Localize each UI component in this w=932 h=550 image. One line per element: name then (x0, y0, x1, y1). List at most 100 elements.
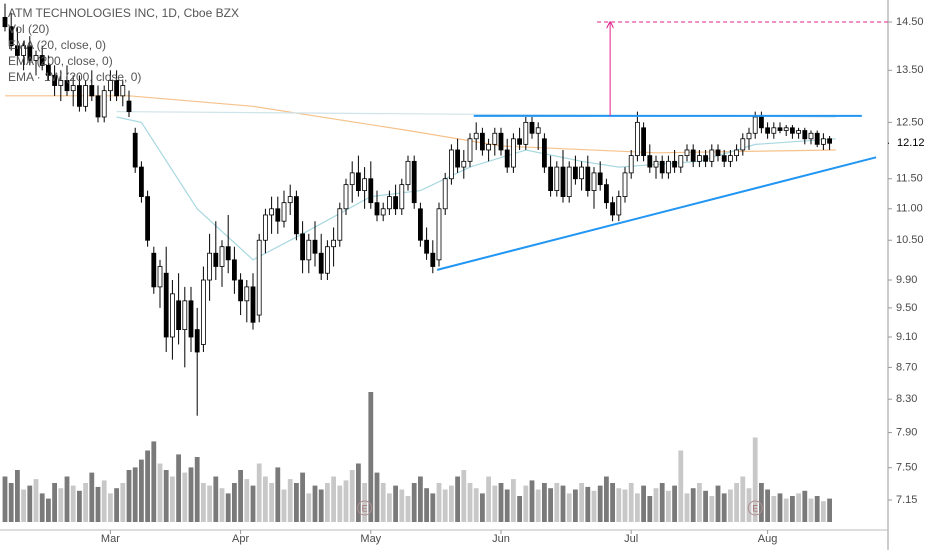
candle-body (504, 149, 510, 168)
volume-bar (666, 490, 671, 522)
volume-bar (523, 485, 529, 522)
candle-body (486, 143, 492, 151)
volume-bar (715, 485, 721, 522)
volume-bar (2, 476, 8, 522)
volume-bar (728, 489, 733, 522)
candle-body (355, 172, 361, 191)
candle-body (250, 286, 256, 323)
volume-bar (306, 493, 312, 522)
y-tick-label: 13.50 (896, 64, 924, 76)
volume-bar (492, 485, 498, 522)
candle-body (529, 121, 535, 134)
candle-body (287, 196, 293, 204)
volume-bar (238, 470, 243, 522)
candle-body (374, 202, 380, 216)
candle-body (200, 279, 206, 345)
volume-bar (182, 472, 188, 522)
volume-bar (300, 472, 305, 522)
volume-bar (101, 480, 107, 522)
candle-body (690, 149, 696, 162)
candle-body (498, 132, 504, 151)
candle-body (145, 196, 151, 241)
candle-body (790, 127, 795, 134)
candle-body (479, 132, 485, 151)
candle-body (579, 166, 584, 180)
candle-body (244, 286, 250, 302)
volume-bar (399, 489, 405, 522)
volume-bar (573, 489, 578, 522)
volume-bar (436, 483, 442, 522)
volume-bar (27, 485, 33, 522)
volume-bar (455, 476, 460, 522)
volume-bar (752, 437, 758, 522)
candle-body (610, 202, 615, 216)
candle-body (27, 45, 33, 61)
volume-bar (635, 493, 640, 522)
volume-bar (821, 501, 826, 522)
candle-body (709, 149, 715, 162)
volume-bar (783, 498, 789, 522)
candle-body (188, 300, 194, 338)
candle-body (8, 26, 14, 47)
candle-body (399, 184, 405, 210)
legend: ATM TECHNOLOGIES INC, 1D, Cboe BZX Vol (2… (8, 6, 239, 84)
volume-bar (362, 483, 367, 522)
candle-body (535, 127, 541, 134)
candle-body (604, 184, 609, 204)
candle-body (318, 252, 324, 274)
legend-entry: ATM TECHNOLOGIES INC, 1D, Cboe BZX (8, 6, 239, 20)
volume-bar (325, 483, 330, 522)
candle-body (827, 138, 832, 144)
candle-body (783, 127, 789, 131)
earnings-label: E (752, 503, 758, 513)
candle-body (442, 178, 448, 210)
candle-body (275, 208, 281, 222)
candle-body (821, 138, 826, 145)
candle-body (728, 155, 733, 162)
volume-bar (380, 483, 386, 522)
volume-bar (89, 472, 95, 522)
candle-body (566, 166, 572, 198)
candle-body (306, 239, 312, 261)
volume-bar (256, 463, 262, 522)
candle-body (331, 239, 337, 248)
candle-body (666, 160, 671, 174)
volume-bar (8, 483, 14, 522)
candle-body (213, 252, 219, 267)
volume-bar (331, 476, 336, 522)
candle-body (796, 130, 801, 134)
candle-body (473, 132, 479, 140)
volume-bar (46, 498, 51, 522)
volume-bar (771, 496, 777, 522)
volume-bar (64, 476, 70, 522)
volume-bar (139, 459, 144, 522)
candle-body (293, 196, 299, 235)
candle-body (672, 160, 677, 168)
candle-body (132, 132, 138, 168)
candle-body (771, 127, 777, 134)
volume-bar (765, 489, 770, 522)
volume-bar (449, 485, 454, 522)
volume-bar (604, 476, 609, 522)
candle-body (802, 130, 808, 140)
earnings-marker (357, 500, 373, 516)
volume-bar (244, 479, 250, 522)
candle-body (300, 233, 306, 261)
candle-body (231, 259, 237, 281)
volume-bar (703, 490, 708, 522)
volume-bar (473, 488, 479, 522)
candle-body (597, 172, 603, 186)
y-tick-label: 8.70 (896, 361, 917, 373)
candle-body (523, 121, 529, 145)
candle-body (759, 116, 764, 129)
candle-body (417, 208, 423, 241)
candle-body (814, 132, 820, 145)
candle-body (765, 127, 770, 134)
volume-bar (529, 480, 535, 522)
volume-bar (424, 488, 429, 522)
candle-body (622, 172, 628, 198)
candle-body (39, 55, 45, 66)
volume-bar (759, 483, 764, 522)
